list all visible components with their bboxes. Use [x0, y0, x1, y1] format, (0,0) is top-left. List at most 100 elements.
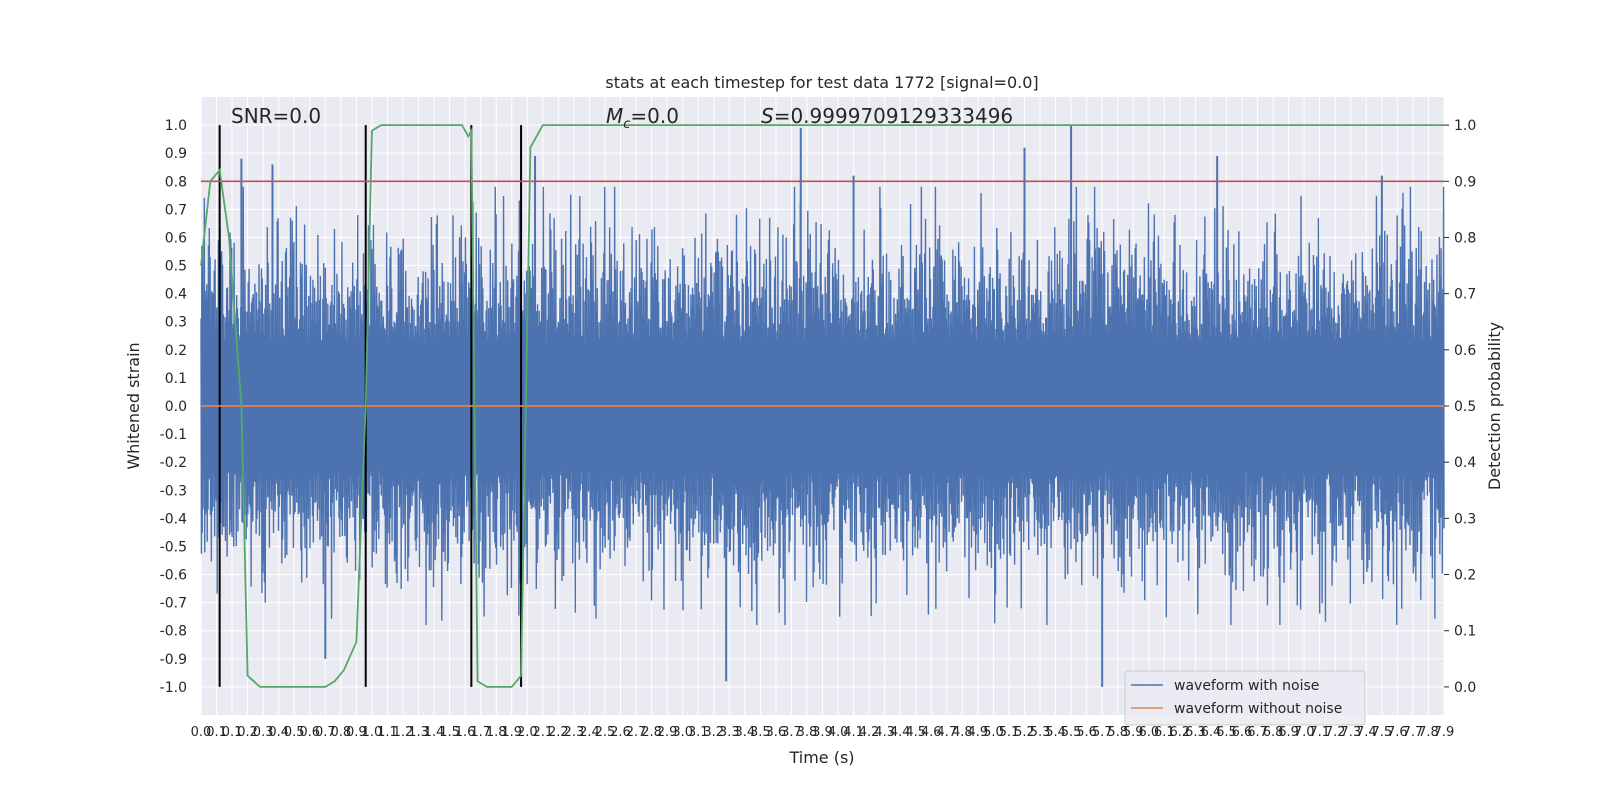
y-tick-label: 1.0: [165, 118, 187, 134]
x-tick-label: 0.4: [268, 725, 289, 740]
x-tick-label: 7.0: [1294, 725, 1315, 740]
snr-annotation: SNR=0.0: [231, 104, 321, 128]
x-tick-label: 7.6: [1387, 725, 1408, 740]
y2-tick-label: 0.3: [1454, 511, 1476, 527]
x-tick-label: 2.3: [564, 725, 585, 740]
x-tick-label: 0.3: [253, 725, 274, 740]
x-tick-label: 5.8: [1107, 725, 1128, 740]
x-tick-label: 6.6: [1232, 725, 1253, 740]
x-tick-label: 0.2: [237, 725, 258, 740]
legend-box: [1124, 670, 1366, 726]
x-tick-label: 7.1: [1309, 725, 1330, 740]
x-tick-label: 5.6: [1076, 725, 1097, 740]
x-tick-label: 1.8: [486, 725, 507, 740]
x-tick-label: 6.1: [1154, 725, 1175, 740]
x-tick-label: 6.5: [1216, 725, 1237, 740]
x-tick-label: 6.7: [1247, 725, 1268, 740]
mc-symbol: M: [606, 104, 623, 128]
y-tick-label: 0.8: [165, 174, 187, 190]
y2-tick-label: 0.5: [1454, 399, 1476, 415]
x-tick-label: 4.6: [921, 725, 942, 740]
x-tick-label: 3.9: [812, 725, 833, 740]
x-tick-label: 4.9: [968, 725, 989, 740]
x-tick-label: 6.2: [1170, 725, 1191, 740]
x-tick-label: 0.1: [206, 725, 227, 740]
x-tick-label: 3.4: [734, 725, 755, 740]
s-symbol: S: [761, 104, 774, 128]
x-tick-label: 1.2: [393, 725, 414, 740]
y-tick-label: -0.9: [160, 652, 187, 668]
x-tick-label: 6.9: [1278, 725, 1299, 740]
x-tick-label: 2.7: [626, 725, 647, 740]
x-tick-label: 3.5: [750, 725, 771, 740]
y-tick-label: 0.6: [165, 230, 187, 246]
mc-value: =0.0: [630, 104, 679, 128]
x-tick-label: 2.5: [595, 725, 616, 740]
x-tick-label: 3.0: [672, 725, 693, 740]
x-tick-label: 4.7: [936, 725, 957, 740]
x-tick-label: 0.8: [330, 725, 351, 740]
y-tick-label: 0.3: [165, 315, 187, 331]
y2-tick-label: 0.0: [1454, 680, 1476, 696]
x-tick-label: 3.8: [797, 725, 818, 740]
x-tick-label: 7.5: [1372, 725, 1393, 740]
y2-tick-label: 0.1: [1454, 624, 1476, 640]
x-tick-label: 6.8: [1263, 725, 1284, 740]
x-tick-label: 4.4: [890, 725, 911, 740]
y-tick-label: -0.3: [160, 483, 187, 499]
y2-tick-label: 0.6: [1454, 343, 1476, 359]
x-tick-label: 1.7: [470, 725, 491, 740]
x-tick-label: 4.8: [952, 725, 973, 740]
x-tick-label: 4.3: [874, 725, 895, 740]
x-tick-label: 5.7: [1092, 725, 1113, 740]
x-tick-label: 0.0: [191, 725, 212, 740]
x-tick-label: 1.9: [501, 725, 522, 740]
x-tick-label: 1.4: [424, 725, 445, 740]
noise-series: [200, 125, 1445, 687]
y-tick-label: -0.7: [160, 596, 187, 612]
legend-label-noise: waveform with noise: [1174, 678, 1319, 694]
y-tick-label: -0.2: [160, 455, 187, 471]
x-tick-label: 5.9: [1123, 725, 1144, 740]
y-tick-label: 0.0: [165, 399, 187, 415]
detection-probability-line: [200, 124, 1444, 688]
y-tick-label: 0.1: [165, 371, 187, 387]
x-tick-label: 7.2: [1325, 725, 1346, 740]
y-tick-label: 0.4: [165, 287, 187, 303]
x-tick-label: 0.1: [222, 725, 243, 740]
x-tick-label: 2.2: [548, 725, 569, 740]
noise-waveform: [200, 186, 1445, 626]
x-tick-label: 5.5: [1061, 725, 1082, 740]
x-tick-label: 2.8: [641, 725, 662, 740]
legend: waveform with noise waveform without noi…: [1124, 670, 1366, 726]
tick-labels: 0.00.10.10.20.30.40.50.60.70.80.91.01.11…: [160, 118, 1477, 740]
x-tick-label: 1.5: [439, 725, 460, 740]
x-tick-label: 0.7: [315, 725, 336, 740]
legend-label-clean: waveform without noise: [1174, 701, 1342, 717]
x-tick-label: 2.0: [517, 725, 538, 740]
x-tick-label: 6.0: [1138, 725, 1159, 740]
x-tick-label: 2.6: [610, 725, 631, 740]
x-tick-label: 5.3: [1030, 725, 1051, 740]
y2-tick-label: 0.2: [1454, 568, 1476, 584]
x-tick-label: 4.5: [905, 725, 926, 740]
x-tick-label: 3.2: [703, 725, 724, 740]
x-tick-label: 2.4: [579, 725, 600, 740]
x-tick-label: 5.1: [999, 725, 1020, 740]
y2-tick-label: 0.7: [1454, 287, 1476, 303]
y2-tick-label: 0.8: [1454, 230, 1476, 246]
x-tick-label: 3.7: [781, 725, 802, 740]
x-tick-label: 7.9: [1434, 725, 1455, 740]
x-tick-label: 3.3: [719, 725, 740, 740]
s-value: =0.9999709129333496: [774, 104, 1013, 128]
y2-tick-label: 1.0: [1454, 118, 1476, 134]
y-tick-label: -1.0: [160, 680, 187, 696]
x-tick-label: 3.6: [766, 725, 787, 740]
y-tick-label: 0.5: [165, 259, 187, 275]
x-tick-label: 2.9: [657, 725, 678, 740]
s-annotation: S=0.9999709129333496: [761, 104, 1013, 128]
x-tick-label: 5.0: [983, 725, 1004, 740]
chart-title: stats at each timestep for test data 177…: [605, 73, 1038, 92]
x-tick-label: 4.1: [843, 725, 864, 740]
